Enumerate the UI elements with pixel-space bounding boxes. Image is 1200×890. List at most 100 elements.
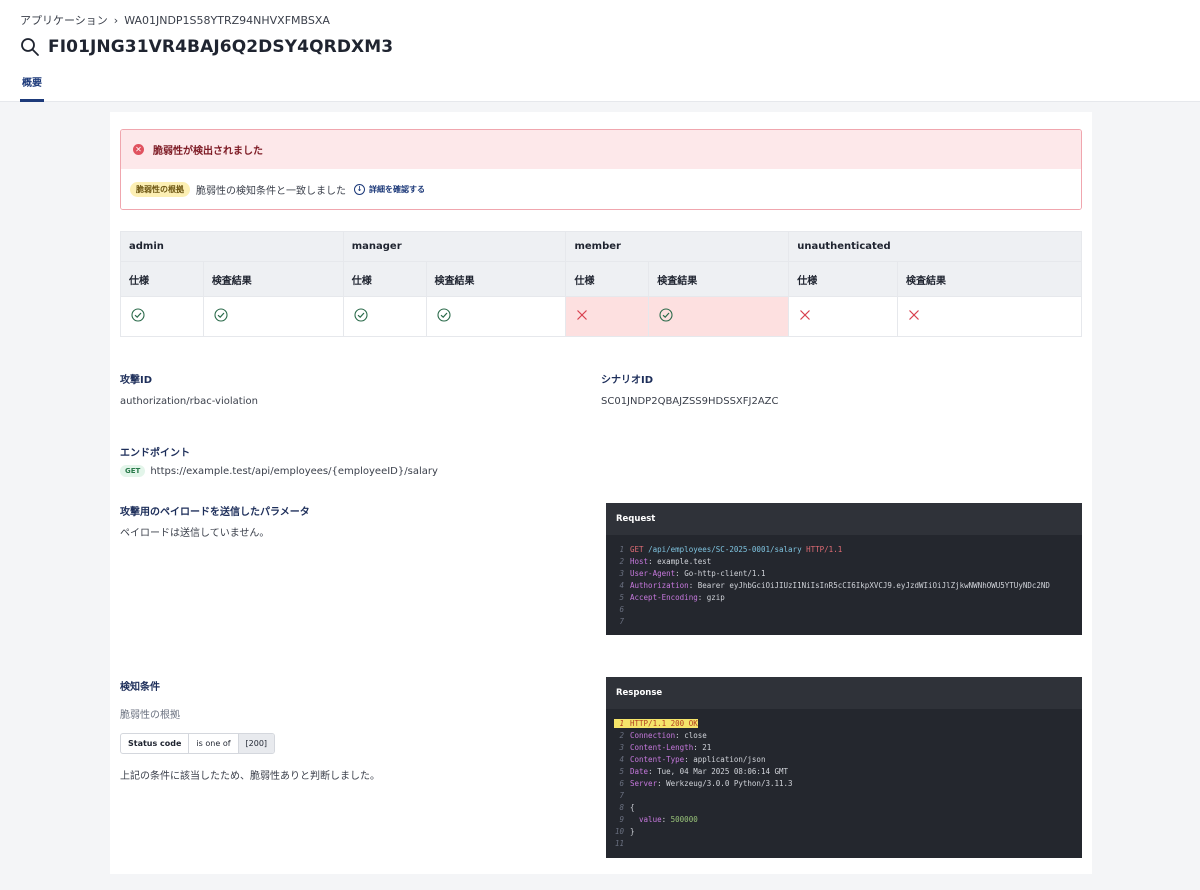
manager-spec-cell [342, 296, 427, 337]
code-line: 7 [619, 617, 624, 626]
breadcrumb: アプリケーション › WA01JNDP1S58YTRZ94NHVXFMBSXA [20, 12, 330, 28]
response-panel: Response 1 HTTP/1.1 200 OK 2 Connection: c… [606, 677, 1082, 858]
alert-title: 脆弱性が検出されました [153, 146, 263, 157]
spec-header: 仕様 [342, 261, 427, 297]
payload-value: ペイロードは送信していません。 [120, 528, 270, 539]
check-circle-icon [436, 308, 451, 325]
request-panel: Request 1 GET /api/employees/SC-2025-0001… [606, 503, 1082, 635]
alert-message: 脆弱性の検知条件と一致しました [196, 186, 346, 197]
code-line: 11 [614, 839, 624, 848]
endpoint-field: エンドポイント GET https://example.test/api/empl… [120, 444, 438, 477]
scenario-id-field: シナリオID SC01JNDP2QBAJZSS9HDSSXFJ2AZC [601, 371, 779, 407]
code-line: 5 Date: Tue, 04 Mar 2025 08:06:14 GMT [619, 767, 789, 776]
endpoint-value: GET https://example.test/api/employees/{e… [120, 465, 438, 477]
method-badge: GET [120, 465, 146, 477]
search-icon [21, 38, 39, 56]
check-circle-icon [354, 308, 368, 325]
spec-header: 仕様 [565, 261, 650, 297]
code-line: 8{ [619, 803, 635, 812]
spec-header: 仕様 [788, 261, 899, 297]
error-icon: ✕ [133, 144, 144, 155]
result-row [120, 296, 1082, 337]
condition-operator: is one of [189, 734, 239, 753]
payload-field: 攻撃用のペイロードを送信したパラメータ ペイロードは送信していません。 [120, 503, 310, 539]
code-line: 6 [619, 605, 624, 614]
request-title: Request [606, 503, 1082, 535]
role-header-row: admin manager member unauthenticated [120, 231, 1082, 262]
role-header: admin [120, 231, 344, 262]
detection-field: 検知条件 脆弱性の根拠 Status code is one of [200] … [120, 678, 380, 782]
code-line: 9 value: 500000 [619, 815, 698, 824]
top-bar: アプリケーション › WA01JNDP1S58YTRZ94NHVXFMBSXA … [0, 0, 1200, 102]
result-header: 検査結果 [648, 261, 790, 297]
role-matrix-table: admin manager member unauthenticated 仕様 … [120, 231, 1082, 337]
code-line: 7 [619, 791, 624, 800]
alert-body: 脆弱性の根拠 脆弱性の検知条件と一致しました ↓ 詳細を確認する [121, 169, 1081, 209]
admin-result-cell [202, 296, 344, 337]
unauthenticated-result-cell [897, 296, 1082, 337]
tab-overview-label: 概要 [22, 78, 42, 89]
attack-id-value: authorization/rbac-violation [120, 396, 258, 407]
code-line: 10} [614, 827, 635, 836]
code-line: 1 HTTP/1.1 200 OK [606, 718, 1082, 730]
code-line: 2 Host: example.test [619, 557, 712, 566]
result-header: 検査結果 [897, 261, 1082, 297]
tab-overview[interactable]: 概要 [20, 74, 44, 102]
unauthenticated-spec-cell [788, 296, 899, 337]
vulnerability-alert: ✕ 脆弱性が検出されました 脆弱性の根拠 脆弱性の検知条件と一致しました ↓ 詳… [120, 129, 1082, 210]
detail-link[interactable]: ↓ 詳細を確認する [354, 184, 425, 195]
code-line: 5 Accept-Encoding: gzip [619, 593, 725, 602]
alert-header: ✕ 脆弱性が検出されました [121, 130, 1081, 169]
role-header: unauthenticated [788, 231, 1082, 262]
condition-key: Status code [121, 734, 190, 753]
result-header: 検査結果 [202, 261, 344, 297]
cross-icon [576, 310, 588, 324]
role-header: manager [342, 231, 567, 262]
attack-id-label: 攻撃ID [120, 375, 153, 386]
request-code: 1 GET /api/employees/SC-2025-0001/salary … [606, 535, 1082, 628]
detection-sub: 脆弱性の根拠 [120, 710, 180, 721]
breadcrumb-root-link[interactable]: アプリケーション [20, 14, 108, 27]
response-code: 1 HTTP/1.1 200 OK 2 Connection: close 3 Con… [606, 709, 1082, 850]
code-line: 3 Content-Length: 21 [619, 743, 712, 752]
payload-label: 攻撃用のペイロードを送信したパラメータ [120, 507, 310, 518]
endpoint-url: https://example.test/api/employees/{empl… [150, 466, 438, 477]
manager-result-cell [425, 296, 567, 337]
response-title: Response [606, 677, 1082, 709]
detection-label: 検知条件 [120, 682, 160, 693]
code-line: 1 GET /api/employees/SC-2025-0001/salary … [619, 545, 843, 554]
chevron-right-icon: › [113, 13, 119, 27]
code-line: 4 Content-Type: application/json [619, 755, 766, 764]
role-header: member [565, 231, 790, 262]
page-title: FI01JNG31VR4BAJ6Q2DSY4QRDXM3 [48, 37, 394, 57]
admin-spec-cell [120, 296, 204, 337]
code-line: 3 User-Agent: Go-http-client/1.1 [619, 569, 766, 578]
detail-link-label: 詳細を確認する [369, 185, 425, 194]
evidence-badge: 脆弱性の根拠 [130, 182, 190, 197]
subheader-row: 仕様 検査結果 仕様 検査結果 仕様 検査結果 仕様 検査結果 [120, 261, 1082, 297]
spec-header: 仕様 [120, 261, 204, 297]
code-line: 2 Connection: close [619, 731, 707, 740]
scenario-id-value: SC01JNDP2QBAJZSS9HDSSXFJ2AZC [601, 396, 779, 407]
check-circle-icon [131, 308, 145, 325]
condition-value: [200] [238, 734, 275, 753]
tab-active-indicator [20, 99, 44, 102]
member-result-cell [648, 296, 790, 337]
breadcrumb-current[interactable]: WA01JNDP1S58YTRZ94NHVXFMBSXA [124, 13, 330, 27]
cross-icon [908, 310, 920, 324]
condition-box: Status code is one of [200] [120, 733, 276, 754]
scenario-id-label: シナリオID [601, 375, 654, 386]
cross-icon [799, 310, 811, 324]
detection-conclusion: 上記の条件に該当したため、脆弱性ありと判断しました。 [120, 771, 380, 782]
main-panel: ✕ 脆弱性が検出されました 脆弱性の根拠 脆弱性の検知条件と一致しました ↓ 詳… [110, 112, 1092, 874]
member-spec-cell [565, 296, 650, 337]
code-line: 6 Server: Werkzeug/3.0.0 Python/3.11.3 [619, 779, 793, 788]
check-circle-icon [214, 308, 228, 325]
title-row: FI01JNG31VR4BAJ6Q2DSY4QRDXM3 [20, 37, 393, 57]
endpoint-label: エンドポイント [120, 448, 190, 459]
result-header: 検査結果 [425, 261, 567, 297]
check-circle-icon [659, 308, 673, 325]
attack-id-field: 攻撃ID authorization/rbac-violation [120, 371, 258, 407]
code-line: 4 Authorization: Bearer eyJhbGciOiJIUzI1N… [619, 581, 1050, 590]
arrow-down-circle-icon: ↓ [354, 184, 365, 195]
